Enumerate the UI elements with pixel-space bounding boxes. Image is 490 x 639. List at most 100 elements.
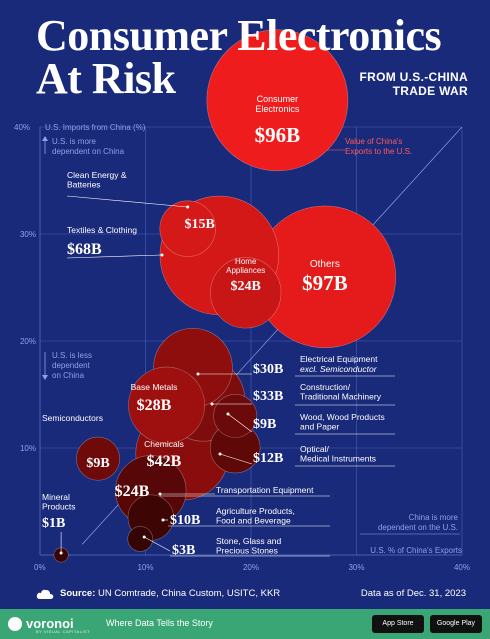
label-home-appliances-value-0: $24B	[231, 279, 261, 294]
bubble-4	[159, 200, 216, 257]
quadrant-mid-line2: dependent	[52, 361, 91, 370]
title-line-2: At Risk	[36, 54, 176, 103]
x-tick-label-2: 20%	[243, 563, 259, 572]
leader-clean-energy	[66, 195, 188, 208]
x-tick-label-1: 10%	[137, 563, 153, 572]
source-text: UN Comtrade, China Custom, USITC, KKR	[98, 588, 281, 599]
x-axis-label: U.S. % of China's Exports	[370, 546, 462, 555]
x-tick-label-3: 30%	[348, 563, 364, 572]
label-mineral-name-0: Mineral	[42, 492, 70, 502]
leader-electrical-dot	[196, 372, 200, 376]
label-transportation-value-0: $24B	[115, 483, 150, 500]
leader-stone	[144, 536, 171, 552]
quadrant-top-line2: dependent on China	[52, 147, 125, 156]
arrow-up-icon	[42, 136, 48, 141]
leader-optical-dot	[218, 452, 222, 456]
label-optical-name-1: Medical Instruments	[300, 454, 376, 464]
leader-textiles-dot	[160, 253, 164, 257]
bubble-0	[206, 29, 349, 172]
label-construction-name-1: Traditional Machinery	[300, 392, 382, 402]
label-home-appliances-name-1: Appliances	[226, 266, 265, 275]
label-semiconductors-value-0: $9B	[86, 456, 109, 471]
label-stone-name-1: Precious Stones	[216, 546, 278, 556]
label-textiles-name-0: Textiles & Clothing	[67, 225, 137, 235]
label-mineral-value-0: $1B	[42, 516, 65, 531]
label-agriculture-name-1: Food and Beverage	[216, 516, 291, 526]
label-consumer-electronics-name-0: Consumer	[257, 94, 299, 104]
data-as-of: Data as of Dec. 31, 2023	[360, 588, 466, 599]
label-optical-value-0: $12B	[253, 451, 283, 466]
source-label: Source:	[60, 588, 96, 599]
leader-optical	[219, 453, 253, 465]
leader-transportation-dot	[158, 492, 162, 496]
label-mineral-name-1: Products	[42, 502, 76, 512]
quadrant-mid-line3: on China	[52, 371, 85, 380]
leader-stone-dot	[142, 535, 146, 539]
label-chemicals-value-0: $42B	[147, 453, 182, 470]
label-electrical-name-1-0: Electrical Equipment	[300, 354, 378, 364]
page-title: Consumer Electronics At Risk	[36, 11, 442, 103]
leader-mineral-dot	[59, 551, 63, 555]
label-base-metals-name-0: Base Metals	[131, 382, 178, 392]
label-others-value-0: $97B	[302, 271, 348, 295]
brand-tagline: Where Data Tells the Story	[106, 618, 213, 628]
label-others-name-0: Others	[310, 259, 340, 270]
label-chemicals-name-0: Chemicals	[144, 439, 184, 449]
bubble-7	[128, 366, 205, 444]
bubble-14	[127, 526, 153, 552]
label-optical-name-0: Optical/	[300, 444, 329, 454]
source-note: Source: UN Comtrade, China Custom, USITC…	[60, 588, 280, 599]
x-tick-label-4: 40%	[454, 563, 470, 572]
label-wood-value-0: $9B	[253, 417, 276, 432]
app-store-button[interactable]: App Store	[372, 615, 424, 633]
bubble-3	[210, 257, 282, 329]
bubble-8	[213, 393, 258, 438]
label-consumer-electronics-value-0: $96B	[255, 123, 301, 147]
quadrant-mid-line1: U.S. is less	[52, 351, 92, 360]
brand-name: voronoi	[26, 616, 74, 631]
label-transportation-name-0: Transportation Equipment	[216, 485, 314, 495]
label-electrical-name-2: excl. Semiconductor	[300, 364, 378, 374]
brand-subtitle: BY VISUAL CAPITALIST	[36, 629, 91, 634]
leader-textiles	[66, 254, 163, 259]
y-tick-label-0: 10%	[20, 444, 36, 453]
title-line-1: Consumer Electronics	[36, 11, 442, 60]
label-textiles-value-0: $68B	[67, 241, 102, 258]
cloud-logo-icon	[36, 589, 54, 599]
label-stone-value-0: $3B	[172, 543, 195, 558]
voronoi-logo-icon	[8, 617, 22, 631]
y-tick-label-top: 40%	[14, 123, 30, 132]
y-tick-label-1: 20%	[20, 337, 36, 346]
quadrant-br-line1: China is more	[409, 513, 459, 522]
leader-wood-dot	[226, 412, 230, 416]
quadrant-top-line1: U.S. is more	[52, 137, 97, 146]
label-wood-name-1: and Paper	[300, 422, 339, 432]
label-consumer-electronics-name-1: Electronics	[255, 104, 300, 114]
label-semiconductors-name-0: Semiconductors	[42, 413, 103, 423]
label-clean-energy-value-0: $15B	[185, 217, 215, 232]
leader-wood	[227, 413, 253, 433]
label-agriculture-name-0: Agriculture Products,	[216, 506, 295, 516]
leader-agriculture-dot	[161, 518, 165, 522]
quadrant-br-line2: dependent on the U.S.	[378, 523, 458, 532]
label-home-appliances-name-0: Home	[235, 257, 257, 266]
x-tick-label-0: 0%	[34, 563, 46, 572]
size-legend-line2: Exports to the U.S.	[345, 147, 412, 156]
google-play-button[interactable]: Google Play	[430, 615, 482, 633]
arrow-down-icon	[42, 375, 48, 380]
label-clean-energy-name-1: Batteries	[67, 180, 101, 190]
label-agriculture-value-0: $10B	[170, 513, 200, 528]
label-wood-name-0: Wood, Wood Products	[300, 412, 385, 422]
size-legend-line1: Value of China's	[345, 137, 402, 146]
y-axis-label: U.S. Imports from China (%)	[45, 123, 146, 132]
leader-construction-dot	[210, 402, 214, 406]
label-electrical-value-0: $30B	[253, 362, 283, 377]
label-stone-name-0: Stone, Glass and	[216, 536, 281, 546]
y-tick-label-2: 30%	[20, 230, 36, 239]
label-clean-energy-name-0: Clean Energy &	[67, 170, 127, 180]
subtitle-line-2: TRADE WAR	[392, 84, 468, 98]
label-construction-value-0: $33B	[253, 389, 283, 404]
label-construction-name-0: Construction/	[300, 382, 351, 392]
leader-clean-energy-dot	[186, 205, 190, 209]
